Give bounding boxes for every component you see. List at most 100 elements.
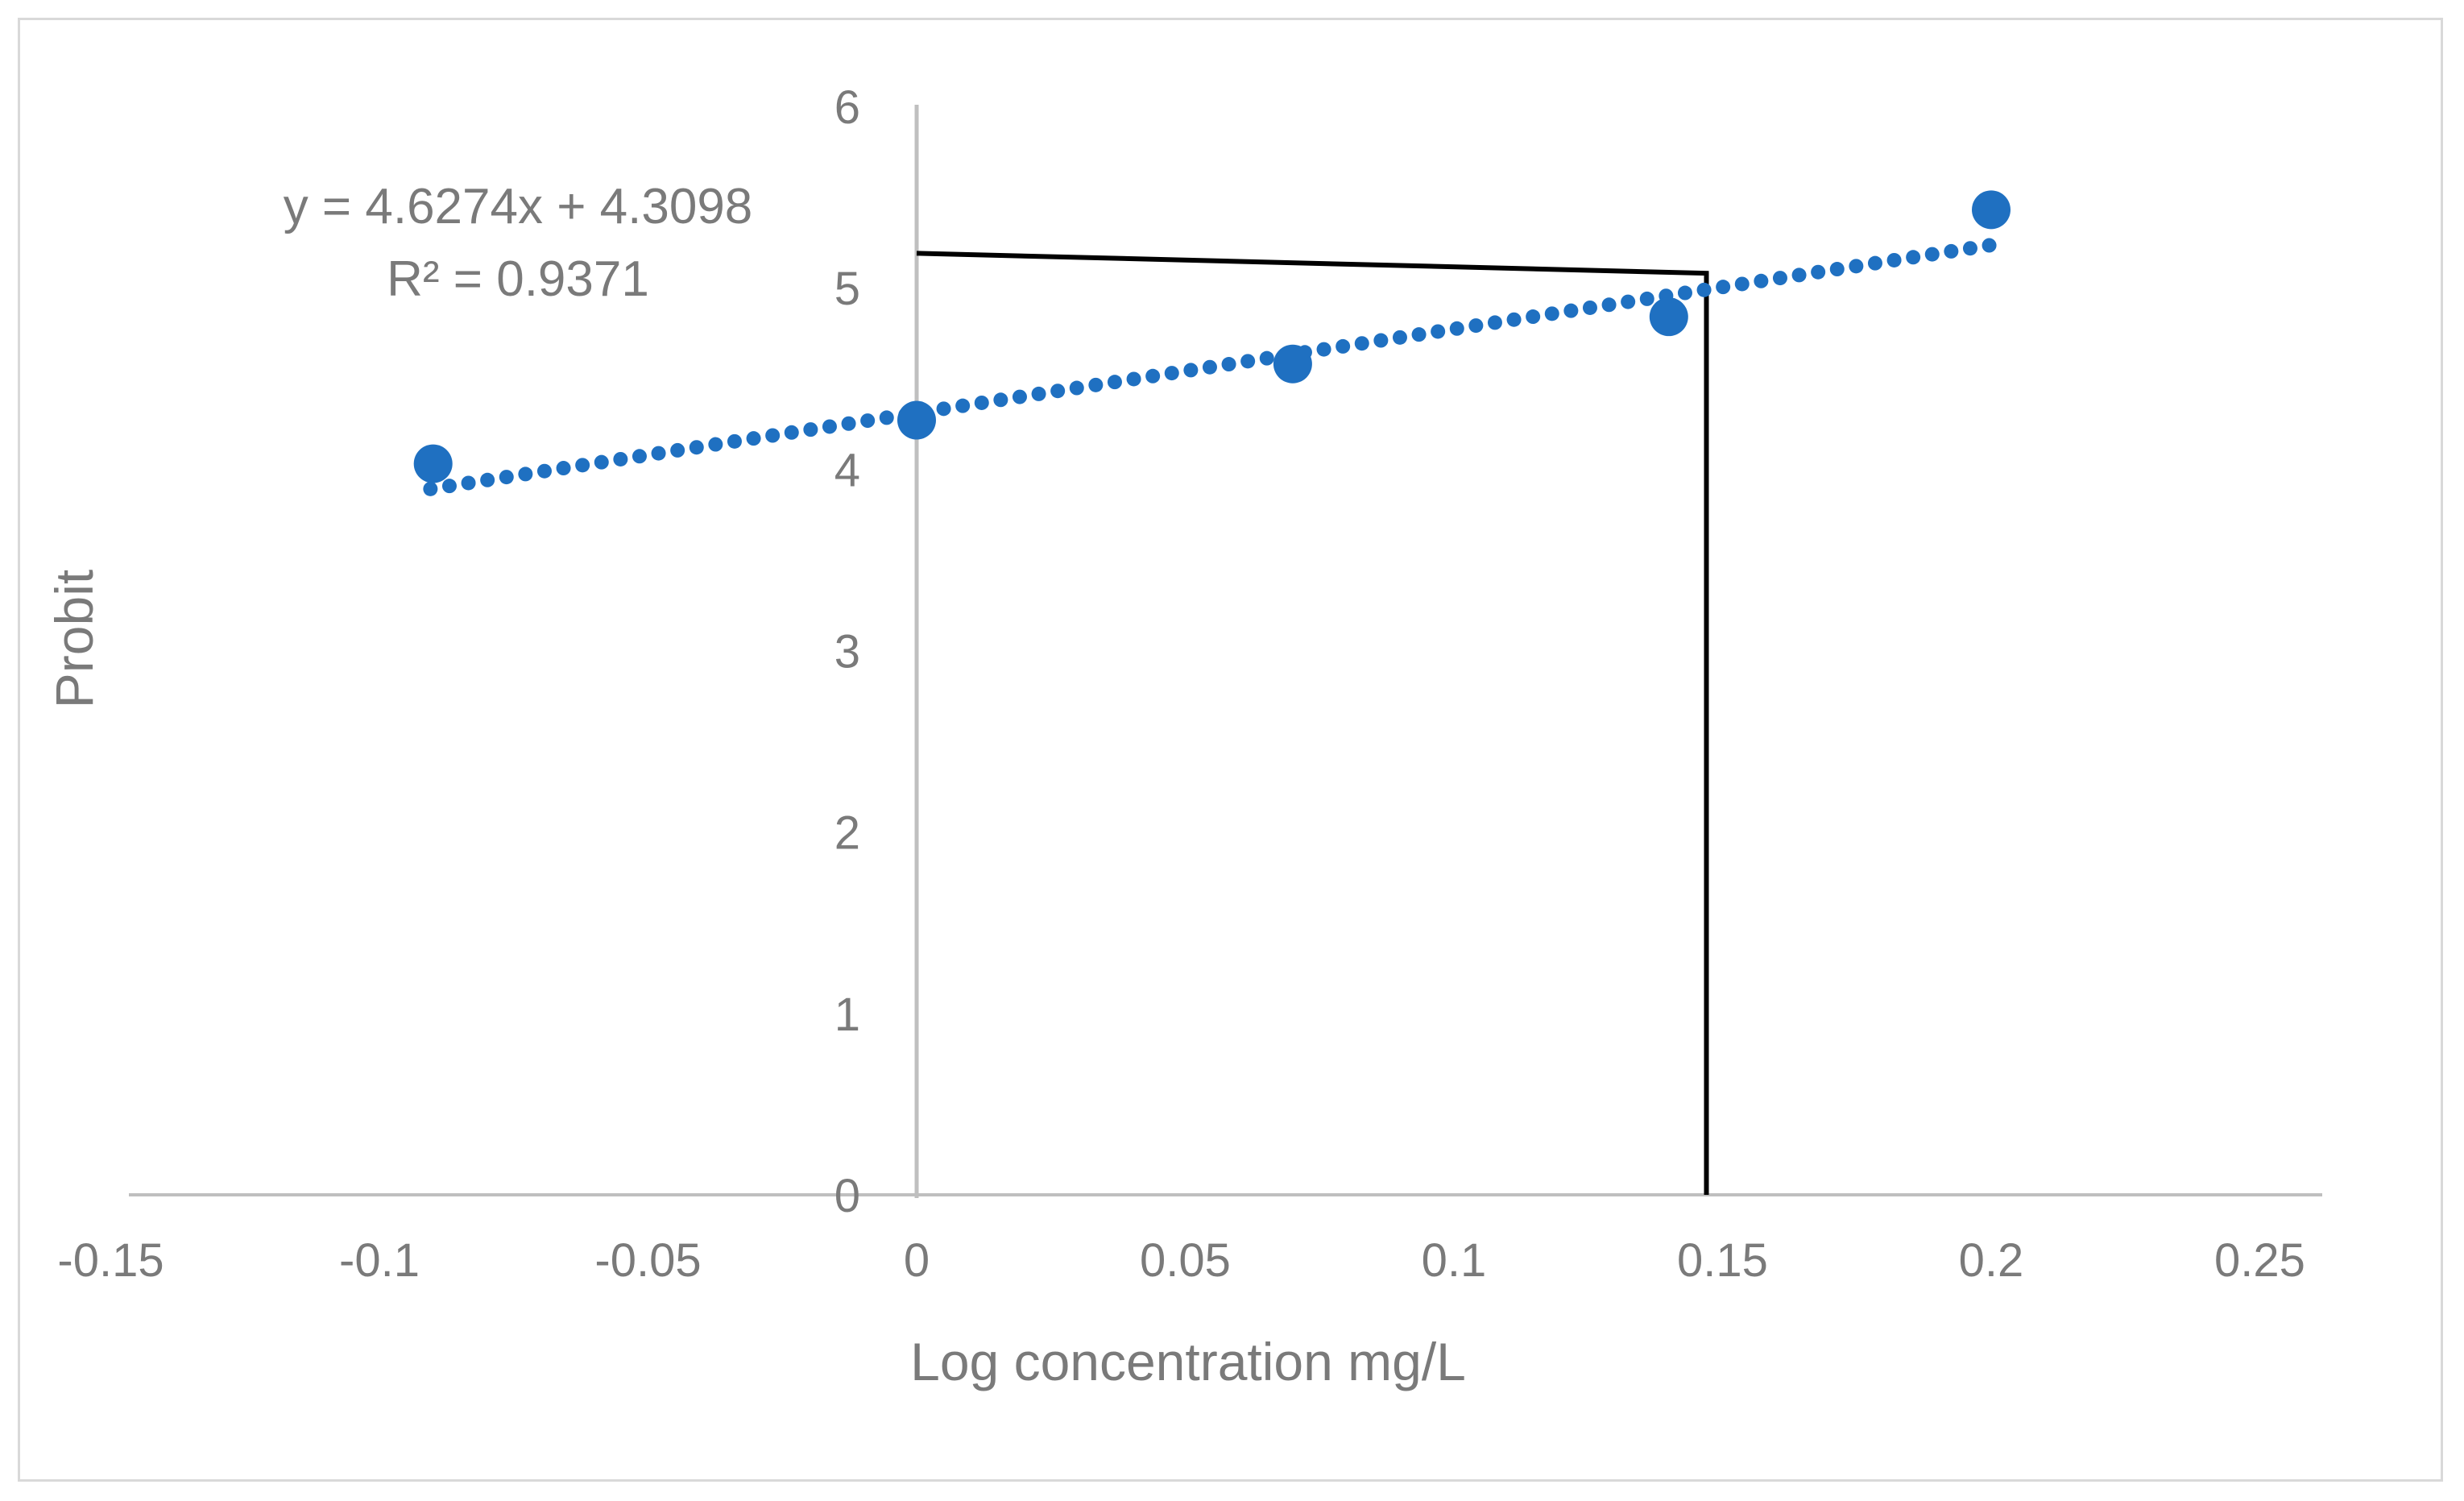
scatter-point — [1273, 344, 1312, 384]
x-tick-label: 0.1 — [1422, 1234, 1487, 1287]
trendline-dot — [1506, 312, 1522, 327]
x-tick-label: -0.05 — [594, 1234, 701, 1287]
trendline-dot — [1126, 371, 1141, 387]
trendline-dot — [1240, 354, 1256, 369]
trendline-dot — [1982, 238, 1997, 253]
trendline-dot — [879, 410, 894, 425]
x-tick-label: -0.15 — [57, 1234, 164, 1287]
trendline-dot — [1544, 306, 1559, 321]
trendline-dot — [1811, 264, 1826, 280]
trendline-dot — [1677, 285, 1692, 301]
x-tick-label: 0 — [904, 1234, 930, 1287]
trendline-dot — [1373, 333, 1389, 348]
trendline-dot — [536, 463, 552, 479]
trendline-dot — [1639, 291, 1654, 306]
y-tick-label: 3 — [834, 625, 860, 678]
trendline-dot — [1526, 309, 1541, 325]
trendline-dot — [1754, 273, 1769, 288]
trendline-dot — [480, 472, 495, 487]
y-tick-label: 5 — [834, 263, 860, 315]
trendline-dot — [632, 449, 647, 464]
x-tick-label: 0.15 — [1677, 1234, 1768, 1287]
trendline-dot — [1202, 359, 1217, 375]
trendline-dot — [1468, 318, 1484, 334]
trendline-annotation: y = 4.6274x + 4.3098 R² = 0.9371 — [284, 171, 753, 316]
trendline-dot — [651, 446, 666, 461]
trendline-dot — [1259, 350, 1274, 366]
x-tick-label: -0.1 — [339, 1234, 420, 1287]
trendline-dot — [1906, 250, 1921, 265]
x-tick-label: 0.05 — [1140, 1234, 1231, 1287]
trendline-dot — [822, 419, 837, 434]
trendline-dot — [499, 470, 514, 485]
y-tick-label: 0 — [834, 1170, 860, 1222]
trendline-dot — [1621, 294, 1636, 309]
y-tick-label: 2 — [834, 807, 860, 860]
trendline-dot — [1164, 366, 1179, 381]
trendline-dot — [1336, 338, 1351, 354]
trendline-dot — [1886, 252, 1902, 267]
trendline-dot — [860, 413, 876, 429]
scatter-point — [1649, 297, 1688, 337]
trendline-dot — [1716, 280, 1731, 295]
y-tick-label: 1 — [834, 989, 860, 1041]
trendline-dot — [1867, 255, 1882, 271]
trendline-dot — [1582, 300, 1597, 315]
trendline-dot — [1431, 324, 1446, 339]
trendline-dot — [727, 433, 742, 449]
trendline-dot — [841, 416, 856, 431]
scatter-point — [1972, 190, 2011, 230]
trendline-dot — [1088, 377, 1104, 392]
trendline-dot — [765, 428, 781, 443]
trendline-dot — [1563, 303, 1579, 318]
trendline-dot — [575, 458, 590, 473]
trendline-dot — [708, 437, 723, 452]
trendline-dot — [936, 401, 951, 417]
scatter-point — [897, 400, 936, 440]
trendline-dot — [974, 395, 989, 410]
trendline-dot — [1050, 384, 1066, 399]
trendline-dot — [1829, 262, 1845, 277]
trendline-dot — [955, 398, 971, 413]
trendline-dot — [1734, 276, 1750, 292]
trendline-equation-text: y = 4.6274x + 4.3098 — [283, 179, 753, 234]
trendline-dot — [441, 479, 457, 494]
trendline-dot — [803, 422, 818, 437]
trendline-dot — [1924, 247, 1940, 262]
trendline-dot — [1069, 380, 1084, 396]
trendline-dot — [594, 454, 609, 470]
trendline-dot — [556, 461, 571, 476]
y-tick-label: 4 — [834, 444, 860, 496]
x-axis-title: Log concentration mg/L — [910, 1332, 1466, 1391]
y-tick-label: 6 — [834, 81, 860, 134]
trendline-dot — [1791, 267, 1807, 283]
r-squared-text: R² = 0.9371 — [387, 251, 649, 307]
trendline-dot — [518, 466, 533, 482]
trendline-dot — [1145, 368, 1161, 384]
trendline-dot — [1392, 330, 1407, 345]
trendline-dot — [1031, 386, 1046, 401]
trendline-dot — [1012, 389, 1027, 404]
trendline-dot — [689, 440, 704, 455]
trendline-dot — [1183, 363, 1199, 378]
trendline-dot — [670, 442, 685, 458]
trendline-dot — [1601, 297, 1617, 313]
x-tick-label: 0.25 — [2214, 1234, 2305, 1287]
trendline-dot — [1449, 321, 1464, 336]
trendline-dot — [1411, 327, 1427, 342]
lc50-reference-line — [916, 251, 1709, 1195]
trendline-dot — [784, 425, 799, 440]
trendline-dot — [1354, 336, 1369, 351]
y-axis-title: Probit — [44, 569, 104, 709]
trendline-dot — [1221, 357, 1236, 372]
trendline-dot — [1107, 375, 1122, 390]
trendline-dot — [1944, 243, 1959, 259]
scatter-point — [413, 444, 453, 483]
x-tick-label: 0.2 — [1959, 1234, 2024, 1287]
trendline-dot — [1487, 315, 1502, 330]
trendline-dot — [993, 392, 1008, 408]
trendline-dot — [746, 431, 761, 446]
trendline-dot — [1772, 271, 1787, 286]
